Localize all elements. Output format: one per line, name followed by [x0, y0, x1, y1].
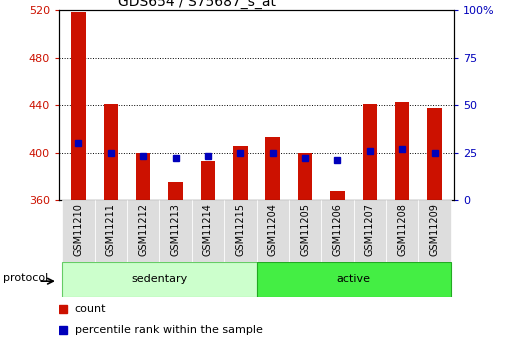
Text: sedentary: sedentary: [131, 275, 187, 284]
Bar: [395, 102, 409, 200]
Bar: [353, 200, 386, 262]
Bar: [363, 104, 377, 200]
Bar: [104, 104, 118, 200]
Bar: [127, 200, 160, 262]
Bar: [201, 161, 215, 200]
Bar: [136, 152, 150, 200]
Bar: [71, 11, 86, 200]
Text: GSM11210: GSM11210: [73, 203, 84, 256]
Bar: [386, 200, 419, 262]
Bar: [256, 200, 289, 262]
Bar: [62, 262, 256, 297]
Text: GDS654 / S75687_s_at: GDS654 / S75687_s_at: [118, 0, 276, 9]
Bar: [62, 200, 94, 262]
Text: active: active: [337, 275, 370, 284]
Text: GSM11206: GSM11206: [332, 203, 343, 256]
Text: GSM11214: GSM11214: [203, 203, 213, 256]
Text: GSM11213: GSM11213: [170, 203, 181, 256]
Bar: [298, 152, 312, 200]
Bar: [419, 200, 451, 262]
Bar: [160, 200, 192, 262]
Text: GSM11209: GSM11209: [429, 203, 440, 256]
Bar: [427, 108, 442, 200]
Text: GSM11204: GSM11204: [268, 203, 278, 256]
Text: GSM11211: GSM11211: [106, 203, 116, 256]
Bar: [94, 200, 127, 262]
Text: GSM11208: GSM11208: [397, 203, 407, 256]
Bar: [321, 200, 353, 262]
Text: GSM11212: GSM11212: [138, 203, 148, 256]
Text: GSM11205: GSM11205: [300, 203, 310, 256]
Text: percentile rank within the sample: percentile rank within the sample: [75, 325, 263, 335]
Text: GSM11207: GSM11207: [365, 203, 375, 256]
Text: GSM11215: GSM11215: [235, 203, 245, 256]
Bar: [256, 262, 451, 297]
Text: protocol: protocol: [3, 273, 48, 283]
Text: count: count: [75, 304, 106, 314]
Bar: [168, 182, 183, 200]
Bar: [265, 137, 280, 200]
Bar: [233, 146, 248, 200]
Bar: [289, 200, 321, 262]
Bar: [224, 200, 256, 262]
Bar: [330, 190, 345, 200]
Bar: [192, 200, 224, 262]
